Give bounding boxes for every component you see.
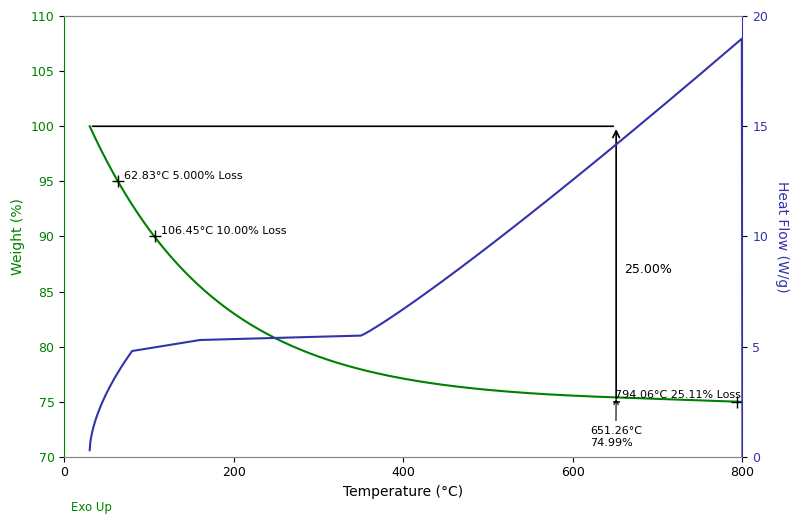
Y-axis label: Weight (%): Weight (%) — [11, 198, 25, 275]
X-axis label: Temperature (°C): Temperature (°C) — [343, 485, 463, 499]
Text: 25.00%: 25.00% — [624, 263, 672, 276]
Text: 794.06°C 25.11% Loss: 794.06°C 25.11% Loss — [615, 390, 741, 400]
Text: 651.26°C
74.99%: 651.26°C 74.99% — [590, 400, 642, 448]
Text: 106.45°C 10.00% Loss: 106.45°C 10.00% Loss — [162, 226, 286, 236]
Text: 62.83°C 5.000% Loss: 62.83°C 5.000% Loss — [124, 171, 243, 181]
Text: Exo Up: Exo Up — [71, 501, 112, 514]
Y-axis label: Heat Flow (W/g): Heat Flow (W/g) — [775, 181, 789, 292]
